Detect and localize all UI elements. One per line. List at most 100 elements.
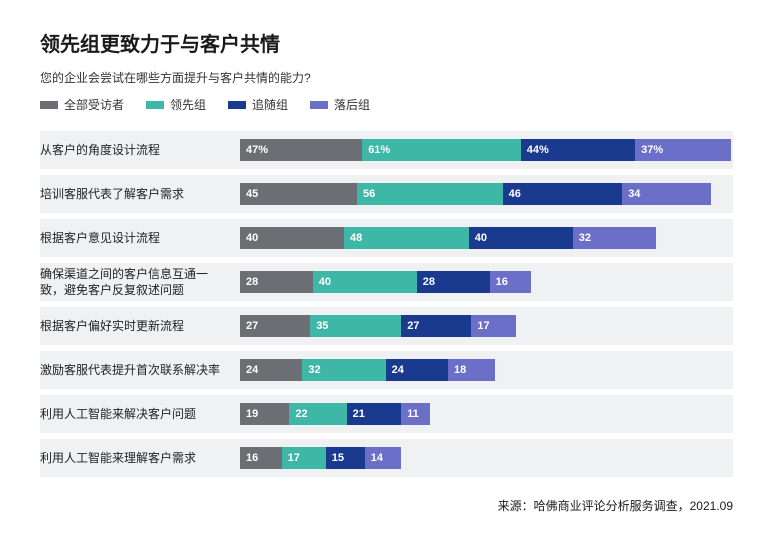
bar-value: 61% bbox=[368, 144, 390, 156]
bar-value: 32 bbox=[579, 232, 591, 244]
bar-value: 15 bbox=[332, 452, 344, 464]
row-bars: 19 22 21 11 bbox=[240, 395, 733, 439]
row-label: 利用人工智能来理解客户需求 bbox=[40, 439, 240, 483]
bar-segment: 11 bbox=[401, 403, 430, 425]
bar-segment: 15 bbox=[326, 447, 365, 469]
bar-segment: 46 bbox=[503, 183, 623, 205]
legend-swatch bbox=[40, 101, 58, 109]
bar-value: 40 bbox=[246, 232, 258, 244]
bar-value: 40 bbox=[319, 276, 331, 288]
bar-segment: 28 bbox=[240, 271, 313, 293]
bar-value: 40 bbox=[475, 232, 487, 244]
chart-row: 利用人工智能来理解客户需求 16 17 15 14 bbox=[40, 439, 733, 483]
legend: 全部受访者 领先组 追随组 落后组 bbox=[40, 96, 733, 113]
bar-value: 22 bbox=[295, 408, 307, 420]
bar-segment: 21 bbox=[347, 403, 402, 425]
chart-row: 激励客服代表提升首次联系解决率24322418 bbox=[40, 351, 733, 395]
row-label: 培训客服代表了解客户需求 bbox=[40, 175, 240, 219]
bar-segment: 32 bbox=[573, 227, 656, 249]
bar-segment: 40 bbox=[240, 227, 344, 249]
bar-value: 27 bbox=[246, 320, 258, 332]
bar-segment: 14 bbox=[365, 447, 401, 469]
bar-segment: 27 bbox=[401, 315, 471, 337]
legend-label: 追随组 bbox=[252, 96, 288, 113]
bar-value: 21 bbox=[353, 408, 365, 420]
bar-segment: 18 bbox=[448, 359, 495, 381]
chart-row: 根据客户偏好实时更新流程 27 35 27 17 bbox=[40, 307, 733, 351]
source-text: 来源：哈佛商业评论分析服务调查，2021.09 bbox=[40, 497, 733, 514]
row-label: 确保渠道之间的客户信息互通一致，避免客户反复叙述问题 bbox=[40, 263, 240, 307]
bar-value: 44% bbox=[527, 144, 549, 156]
legend-swatch bbox=[146, 101, 164, 109]
row-label: 从客户的角度设计流程 bbox=[40, 131, 240, 175]
bar-value: 17 bbox=[288, 452, 300, 464]
chart-row: 从客户的角度设计流程 47% 61% 44% 37% bbox=[40, 131, 733, 175]
bar-value: 14 bbox=[371, 452, 383, 464]
bar-segment: 22 bbox=[289, 403, 346, 425]
bar-value: 18 bbox=[454, 364, 466, 376]
bar-segment: 32 bbox=[302, 359, 385, 381]
legend-item: 追随组 bbox=[228, 96, 288, 113]
bar-value: 28 bbox=[423, 276, 435, 288]
bar-value: 16 bbox=[246, 452, 258, 464]
bar-value: 46 bbox=[509, 188, 521, 200]
bar-value: 17 bbox=[477, 320, 489, 332]
legend-label: 全部受访者 bbox=[64, 96, 124, 113]
legend-swatch bbox=[228, 101, 246, 109]
bar-value: 37% bbox=[641, 144, 663, 156]
bar-segment: 28 bbox=[417, 271, 490, 293]
bar-value: 11 bbox=[407, 408, 419, 420]
legend-label: 落后组 bbox=[334, 96, 370, 113]
bar-segment: 34 bbox=[622, 183, 710, 205]
bar-value: 19 bbox=[246, 408, 258, 420]
chart-subtitle: 您的企业会尝试在哪些方面提升与客户共情的能力? bbox=[40, 69, 733, 86]
row-bars: 27 35 27 17 bbox=[240, 307, 733, 351]
row-label: 根据客户偏好实时更新流程 bbox=[40, 307, 240, 351]
bar-segment: 61% bbox=[362, 139, 521, 161]
bar-segment: 24 bbox=[240, 359, 302, 381]
chart-row: 确保渠道之间的客户信息互通一致，避免客户反复叙述问题 28 40 28 16 bbox=[40, 263, 733, 307]
bar-segment: 56 bbox=[357, 183, 503, 205]
bar-chart: 从客户的角度设计流程 47% 61% 44% 37% 培训客服代表了解客户需求 45 56 46… bbox=[40, 131, 733, 483]
bar-value: 28 bbox=[246, 276, 258, 288]
row-bars: 24 32 24 18 bbox=[240, 351, 733, 395]
row-bars: 47% 61% 44% 37% bbox=[240, 131, 733, 175]
bar-segment: 47% bbox=[240, 139, 362, 161]
row-label: 利用人工智能来解决客户问题 bbox=[40, 395, 240, 439]
bar-segment: 44% bbox=[521, 139, 635, 161]
bar-segment: 17 bbox=[282, 447, 326, 469]
bar-value: 32 bbox=[308, 364, 320, 376]
row-label: 根据客户意见设计流程 bbox=[40, 219, 240, 263]
bar-value: 56 bbox=[363, 188, 375, 200]
bar-segment: 17 bbox=[471, 315, 515, 337]
bar-segment: 19 bbox=[240, 403, 289, 425]
row-bars: 16 17 15 14 bbox=[240, 439, 733, 483]
bar-value: 24 bbox=[246, 364, 258, 376]
row-bars: 40 48 40 32 bbox=[240, 219, 733, 263]
bar-value: 45 bbox=[246, 188, 258, 200]
bar-value: 47% bbox=[246, 144, 268, 156]
legend-item: 落后组 bbox=[310, 96, 370, 113]
bar-segment: 16 bbox=[240, 447, 282, 469]
bar-value: 24 bbox=[392, 364, 404, 376]
bar-segment: 45 bbox=[240, 183, 357, 205]
chart-row: 根据客户意见设计流程 40 48 40 32 bbox=[40, 219, 733, 263]
bar-segment: 37% bbox=[635, 139, 731, 161]
legend-label: 领先组 bbox=[170, 96, 206, 113]
bar-segment: 40 bbox=[469, 227, 573, 249]
bar-segment: 35 bbox=[310, 315, 401, 337]
bar-value: 27 bbox=[407, 320, 419, 332]
bar-value: 48 bbox=[350, 232, 362, 244]
bar-segment: 48 bbox=[344, 227, 469, 249]
bar-segment: 24 bbox=[386, 359, 448, 381]
chart-title: 领先组更致力于与客户共情 bbox=[40, 28, 733, 57]
legend-item: 全部受访者 bbox=[40, 96, 124, 113]
row-bars: 28 40 28 16 bbox=[240, 263, 733, 307]
bar-value: 16 bbox=[496, 276, 508, 288]
chart-row: 培训客服代表了解客户需求 45 56 46 34 bbox=[40, 175, 733, 219]
chart-row: 利用人工智能来解决客户问题 19 22 21 11 bbox=[40, 395, 733, 439]
bar-segment: 40 bbox=[313, 271, 417, 293]
bar-segment: 16 bbox=[490, 271, 532, 293]
bar-segment: 27 bbox=[240, 315, 310, 337]
bar-value: 35 bbox=[316, 320, 328, 332]
